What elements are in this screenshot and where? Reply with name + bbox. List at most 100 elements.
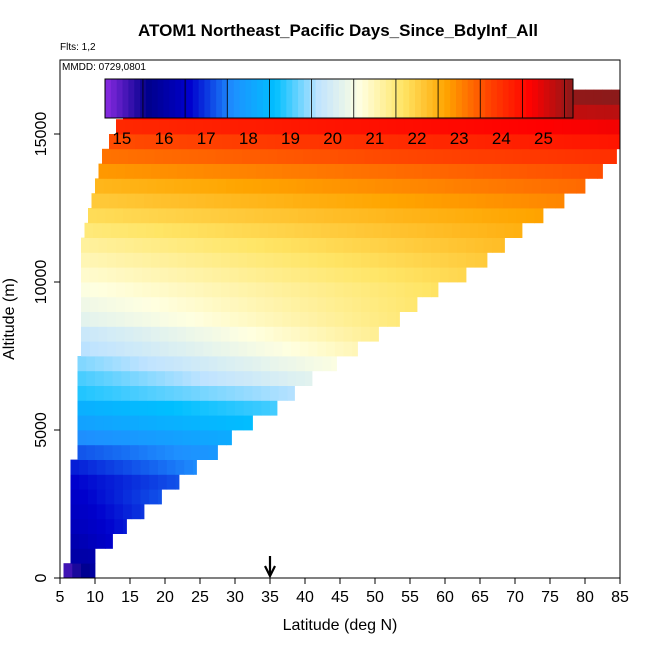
heatmap-cell xyxy=(299,341,309,357)
heatmap-cell xyxy=(98,311,108,327)
heatmap-cell xyxy=(464,208,474,224)
x-axis: 5 10 15 20 25 30 35 40 45 50 55 60 65 70 75 80 85 xyxy=(56,578,629,606)
heatmap-cell xyxy=(243,415,253,431)
heatmap-cell xyxy=(149,489,159,505)
heatmap-cell xyxy=(406,193,416,209)
heatmap-cell xyxy=(138,356,148,372)
x-tick-label: 30 xyxy=(226,589,244,606)
heatmap-cell xyxy=(301,134,311,150)
heatmap-cell xyxy=(352,296,362,312)
heatmap-cell xyxy=(527,163,537,179)
heatmap-cell xyxy=(173,430,183,446)
heatmap-cell xyxy=(191,415,201,431)
colorbar-segment xyxy=(204,79,211,118)
heatmap-cell xyxy=(205,134,215,150)
heatmap-cell xyxy=(88,533,98,549)
colorbar-segment xyxy=(327,79,334,118)
heatmap-cell xyxy=(264,163,274,179)
heatmap-cell xyxy=(123,459,133,475)
heatmap-cell xyxy=(142,252,152,268)
heatmap-cell xyxy=(343,267,353,283)
heatmap-cell xyxy=(96,533,106,549)
heatmap-cell xyxy=(541,178,551,194)
heatmap-cell xyxy=(151,119,161,135)
heatmap-cell xyxy=(114,459,124,475)
heatmap-cell xyxy=(282,326,292,342)
heatmap-cell xyxy=(439,252,449,268)
heatmap-cell xyxy=(191,430,201,446)
heatmap-cell xyxy=(89,563,96,579)
heatmap-cell xyxy=(229,341,239,357)
colorbar-segment xyxy=(169,79,176,118)
heatmap-cell xyxy=(191,178,201,194)
heatmap-cell xyxy=(352,267,362,283)
colorbar-segment xyxy=(420,79,428,118)
heatmap-cell xyxy=(147,400,157,416)
heatmap-cell xyxy=(81,282,91,298)
heatmap-cell xyxy=(413,119,423,135)
heatmap-cell xyxy=(292,193,302,209)
heatmap-cell xyxy=(168,237,178,253)
heatmap-cell xyxy=(431,119,441,135)
heatmap-cell xyxy=(257,134,267,150)
x-tick-label: 85 xyxy=(611,589,629,606)
heatmap-cell xyxy=(116,296,126,312)
heatmap-cell xyxy=(369,163,379,179)
heatmap-cell xyxy=(131,208,141,224)
heatmap-cell xyxy=(256,341,266,357)
heatmap-cell xyxy=(79,489,89,505)
heatmap-cell xyxy=(322,178,332,194)
heatmap-cell xyxy=(105,474,115,490)
heatmap-cell xyxy=(273,237,283,253)
heatmap-cell xyxy=(88,208,98,224)
heatmap-cell xyxy=(107,296,117,312)
heatmap-cell xyxy=(501,163,511,179)
heatmap-cell xyxy=(105,489,115,505)
heatmap-cell xyxy=(338,148,348,164)
heatmap-cell xyxy=(548,148,558,164)
heatmap-cell xyxy=(294,222,304,238)
heatmap-cell xyxy=(173,370,183,386)
heatmap-cell xyxy=(194,326,204,342)
heatmap-cell xyxy=(317,282,327,298)
heatmap-cell xyxy=(105,533,113,549)
y-tick-label: 0 xyxy=(33,573,50,582)
heatmap-cell xyxy=(208,178,218,194)
heatmap-cell xyxy=(72,563,82,579)
heatmap-cell xyxy=(299,326,309,342)
heatmap-cell xyxy=(147,356,157,372)
heatmap-cell xyxy=(243,400,253,416)
heatmap-cell xyxy=(105,208,115,224)
heatmap-cell xyxy=(588,163,598,179)
heatmap-cell xyxy=(378,252,388,268)
heatmap-cell xyxy=(317,311,327,327)
heatmap-cell xyxy=(424,193,434,209)
heatmap-cell xyxy=(303,148,313,164)
heatmap-cell xyxy=(448,267,458,283)
heatmap-cell xyxy=(282,163,292,179)
heatmap-cell xyxy=(487,222,497,238)
heatmap-cell xyxy=(194,311,204,327)
heatmap-cell xyxy=(298,208,308,224)
heatmap-cell xyxy=(112,415,122,431)
heatmap-cell xyxy=(128,148,138,164)
heatmap-cell xyxy=(275,193,285,209)
heatmap-cell xyxy=(308,119,318,135)
heatmap-cell xyxy=(263,208,273,224)
heatmap-cell xyxy=(84,222,94,238)
heatmap-cell xyxy=(165,415,175,431)
heatmap-cell xyxy=(483,252,488,268)
heatmap-cell xyxy=(98,341,108,357)
heatmap-cell xyxy=(221,341,231,357)
heatmap-cell xyxy=(142,341,152,357)
heatmap-cell xyxy=(172,222,182,238)
heatmap-cell xyxy=(273,282,283,298)
colorbar-segment xyxy=(485,79,492,118)
colorbar-segment xyxy=(385,79,393,118)
heatmap-cell xyxy=(480,178,490,194)
heatmap-cell xyxy=(95,356,105,372)
heatmap-cell xyxy=(481,208,491,224)
heatmap-cell xyxy=(326,163,336,179)
heatmap-cell xyxy=(138,444,148,460)
heatmap-cell xyxy=(123,474,133,490)
